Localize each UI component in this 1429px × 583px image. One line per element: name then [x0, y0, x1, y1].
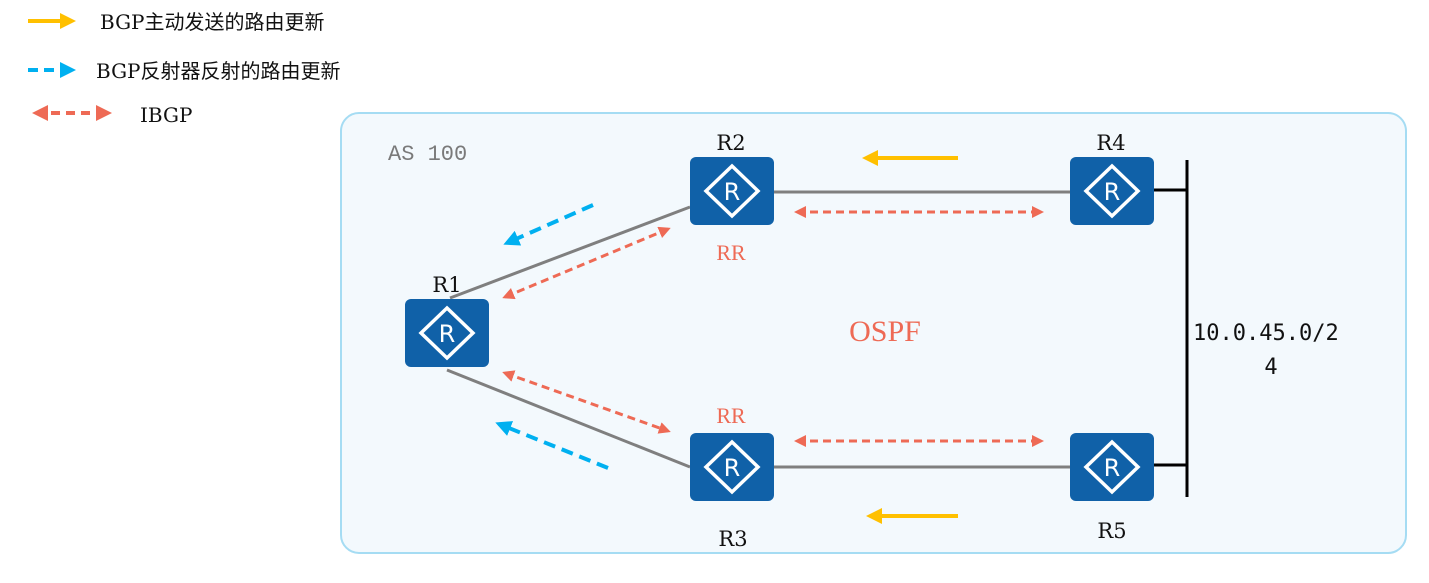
ibgp-sessions [502, 206, 1044, 447]
r3-rr-badge: RR [716, 403, 746, 428]
router-r2-icon[interactable] [688, 155, 776, 227]
legend-label-rr-update: BGP反射器反射的路由更新 [96, 59, 341, 83]
legend-label-ibgp: IBGP [140, 103, 192, 127]
router-r2-label: R2 [716, 131, 745, 155]
router-r3-label: R3 [718, 527, 747, 551]
router-r1-icon[interactable] [403, 297, 491, 369]
legend: BGP主动发送的路由更新 BGP反射器反射的路由更新 IBGP [28, 10, 341, 127]
router-r4-label: R4 [1096, 131, 1125, 155]
r2-rr-badge: RR [716, 240, 746, 265]
router-r5-icon[interactable] [1068, 431, 1156, 503]
router-r1-label: R1 [432, 273, 461, 297]
lan-segment [1154, 160, 1189, 497]
ospf-label: OSPF [849, 315, 921, 348]
network-prefix-line1: 10.0.45.0/2 [1193, 321, 1339, 346]
as-label: AS 100 [388, 142, 467, 167]
network-prefix-line2: 4 [1264, 355, 1277, 380]
router-r5-label: R5 [1097, 519, 1126, 543]
legend-label-bgp-update: BGP主动发送的路由更新 [100, 10, 325, 34]
ibgp-r1-r2 [502, 226, 671, 300]
ibgp-r1-r3 [502, 370, 671, 434]
router-r4-icon[interactable] [1068, 155, 1156, 227]
router-r3-icon[interactable] [688, 431, 776, 503]
